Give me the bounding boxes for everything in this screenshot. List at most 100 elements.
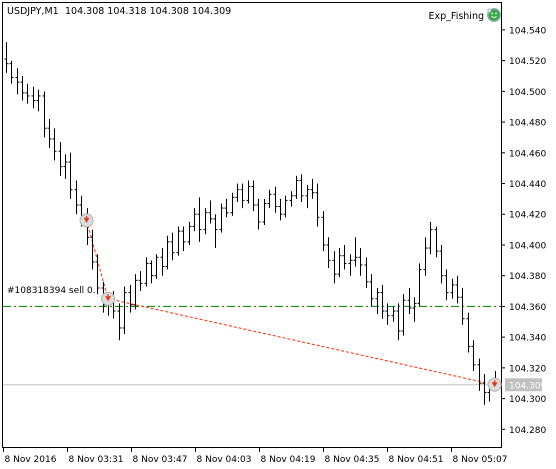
ohlc-bar: [444, 269, 449, 301]
marker-arrow: [105, 296, 112, 302]
ohlc-bar: [197, 197, 202, 242]
expert-name-label[interactable]: Exp_Fishing: [429, 11, 484, 22]
price-tick-label: 104.320: [509, 364, 546, 374]
price-tick-label: 104.440: [509, 180, 546, 190]
ohlc-bar: [417, 263, 422, 307]
ohlc-bar: [326, 237, 331, 269]
ohlc-bar: [315, 183, 320, 227]
current-price-tag: 104.309: [505, 378, 546, 392]
ohlc-bar: [321, 211, 326, 252]
price-tick-label: 104.400: [509, 241, 546, 251]
ohlc-bar: [246, 180, 251, 204]
ohlc-bar: [230, 192, 235, 216]
ohlc-bar: [358, 248, 363, 276]
ohlc-bar: [396, 303, 401, 341]
ohlc-bar: [138, 271, 143, 292]
ohlc-bar: [74, 180, 79, 215]
ohlc-bar: [412, 297, 417, 322]
ohlc-bar: [380, 284, 385, 319]
ohlc-bar: [52, 128, 57, 161]
symbol-label: USDJPY,M1: [7, 6, 59, 17]
time-tick-label: 8 Nov 2016: [5, 455, 57, 465]
order-arrow-icon[interactable]: [79, 213, 94, 228]
ohlc-bar: [401, 294, 406, 336]
ohlc-bar: [235, 183, 240, 202]
time-tick-label: 8 Nov 04:03: [197, 455, 252, 465]
price-tick-label: 104.540: [509, 26, 546, 36]
ohlc-bar: [224, 198, 229, 218]
ohlc-bar: [455, 275, 460, 304]
ohlc-bar: [353, 237, 358, 267]
price-tick-label: 104.340: [509, 334, 546, 344]
trade-order-label: #108318394 sell 0.: [7, 286, 96, 296]
time-tick-label: 8 Nov 04:19: [261, 455, 316, 465]
ohlc-bar: [192, 208, 197, 232]
ohlc-bar: [332, 251, 337, 284]
ohlc-bar: [47, 118, 52, 149]
ohlc-bar: [407, 287, 412, 315]
ohlc-bar: [477, 358, 482, 391]
ohlc-bar: [117, 303, 122, 341]
price-tick-label: 104.420: [509, 211, 546, 221]
ohlc-bar: [299, 174, 304, 202]
ohlc-bar: [423, 237, 428, 276]
ohlc-bar: [176, 226, 181, 256]
ohlc-bar: [310, 178, 315, 199]
ohlc-bar: [471, 340, 476, 371]
ohlc-bar: [68, 152, 73, 199]
ohlc-bar: [428, 221, 433, 255]
price-tick-label: 104.480: [509, 119, 546, 129]
price-tick-label: 104.460: [509, 149, 546, 159]
ohlc-bar: [213, 214, 218, 249]
ohlc-bar: [208, 200, 213, 224]
ohlc-bar: [460, 287, 465, 325]
price-tick-label: 104.360: [509, 303, 546, 313]
ohlc-bar: [267, 189, 272, 209]
ohlc-bar: [342, 244, 347, 270]
order-arrow-icon[interactable]: [101, 291, 116, 306]
price-tick-label: 104.280: [509, 426, 546, 436]
ohlc-bar: [187, 221, 192, 245]
ohlc-bar: [4, 42, 9, 73]
ohlc-bar: [450, 278, 455, 299]
marker-arrow: [491, 382, 498, 388]
expert-advisor-smiley-icon[interactable]: [486, 8, 501, 22]
ohlc-bar: [240, 183, 245, 209]
ohlc-bar: [364, 257, 369, 288]
price-tick-label: 104.300: [509, 395, 546, 405]
time-tick-label: 8 Nov 04:51: [389, 455, 444, 465]
ohlc-bar: [36, 89, 41, 112]
ohlc-bar: [219, 203, 224, 233]
ohlc-bar: [369, 274, 374, 307]
ohlc-bar: [149, 260, 154, 284]
ohlc-bar: [391, 306, 396, 322]
ohlc-bar: [95, 254, 100, 295]
time-axis[interactable]: 8 Nov 2016 8 Nov 03:31 8 Nov 03:47 8 Nov 04…: [3, 447, 508, 465]
ohlc-bar: [348, 254, 353, 276]
ohlc-bar: [262, 198, 267, 225]
ohlc-bar: [434, 226, 439, 258]
trade-markers[interactable]: [79, 213, 502, 392]
ohlc-bar: [203, 208, 208, 235]
ohlc-bar: [256, 198, 261, 230]
ohlc-bar: [58, 142, 63, 176]
ohlc-bar: [154, 254, 159, 279]
price-tick-label: 104.380: [509, 272, 546, 282]
price-axis[interactable]: 104.540 104.520 104.500 104.480 104.460 104.4…: [501, 26, 546, 436]
ohlc-bar: [42, 91, 47, 138]
order-arrow-icon[interactable]: [487, 377, 502, 392]
ohlc-bar: [90, 229, 95, 270]
ohlc-bar: [289, 191, 294, 207]
ohlc-bar: [128, 284, 133, 313]
ohlc-bar: [283, 195, 288, 218]
ohlc-bar: [181, 226, 186, 252]
ohlc-bar: [9, 60, 14, 84]
ohlc-readout: 104.308 104.318 104.308 104.309: [65, 6, 231, 17]
ohlc-bar: [278, 198, 283, 221]
ohlc-bar: [20, 75, 25, 101]
ohlc-bar: [25, 83, 30, 104]
time-tick-label: 8 Nov 05:07: [453, 455, 508, 465]
